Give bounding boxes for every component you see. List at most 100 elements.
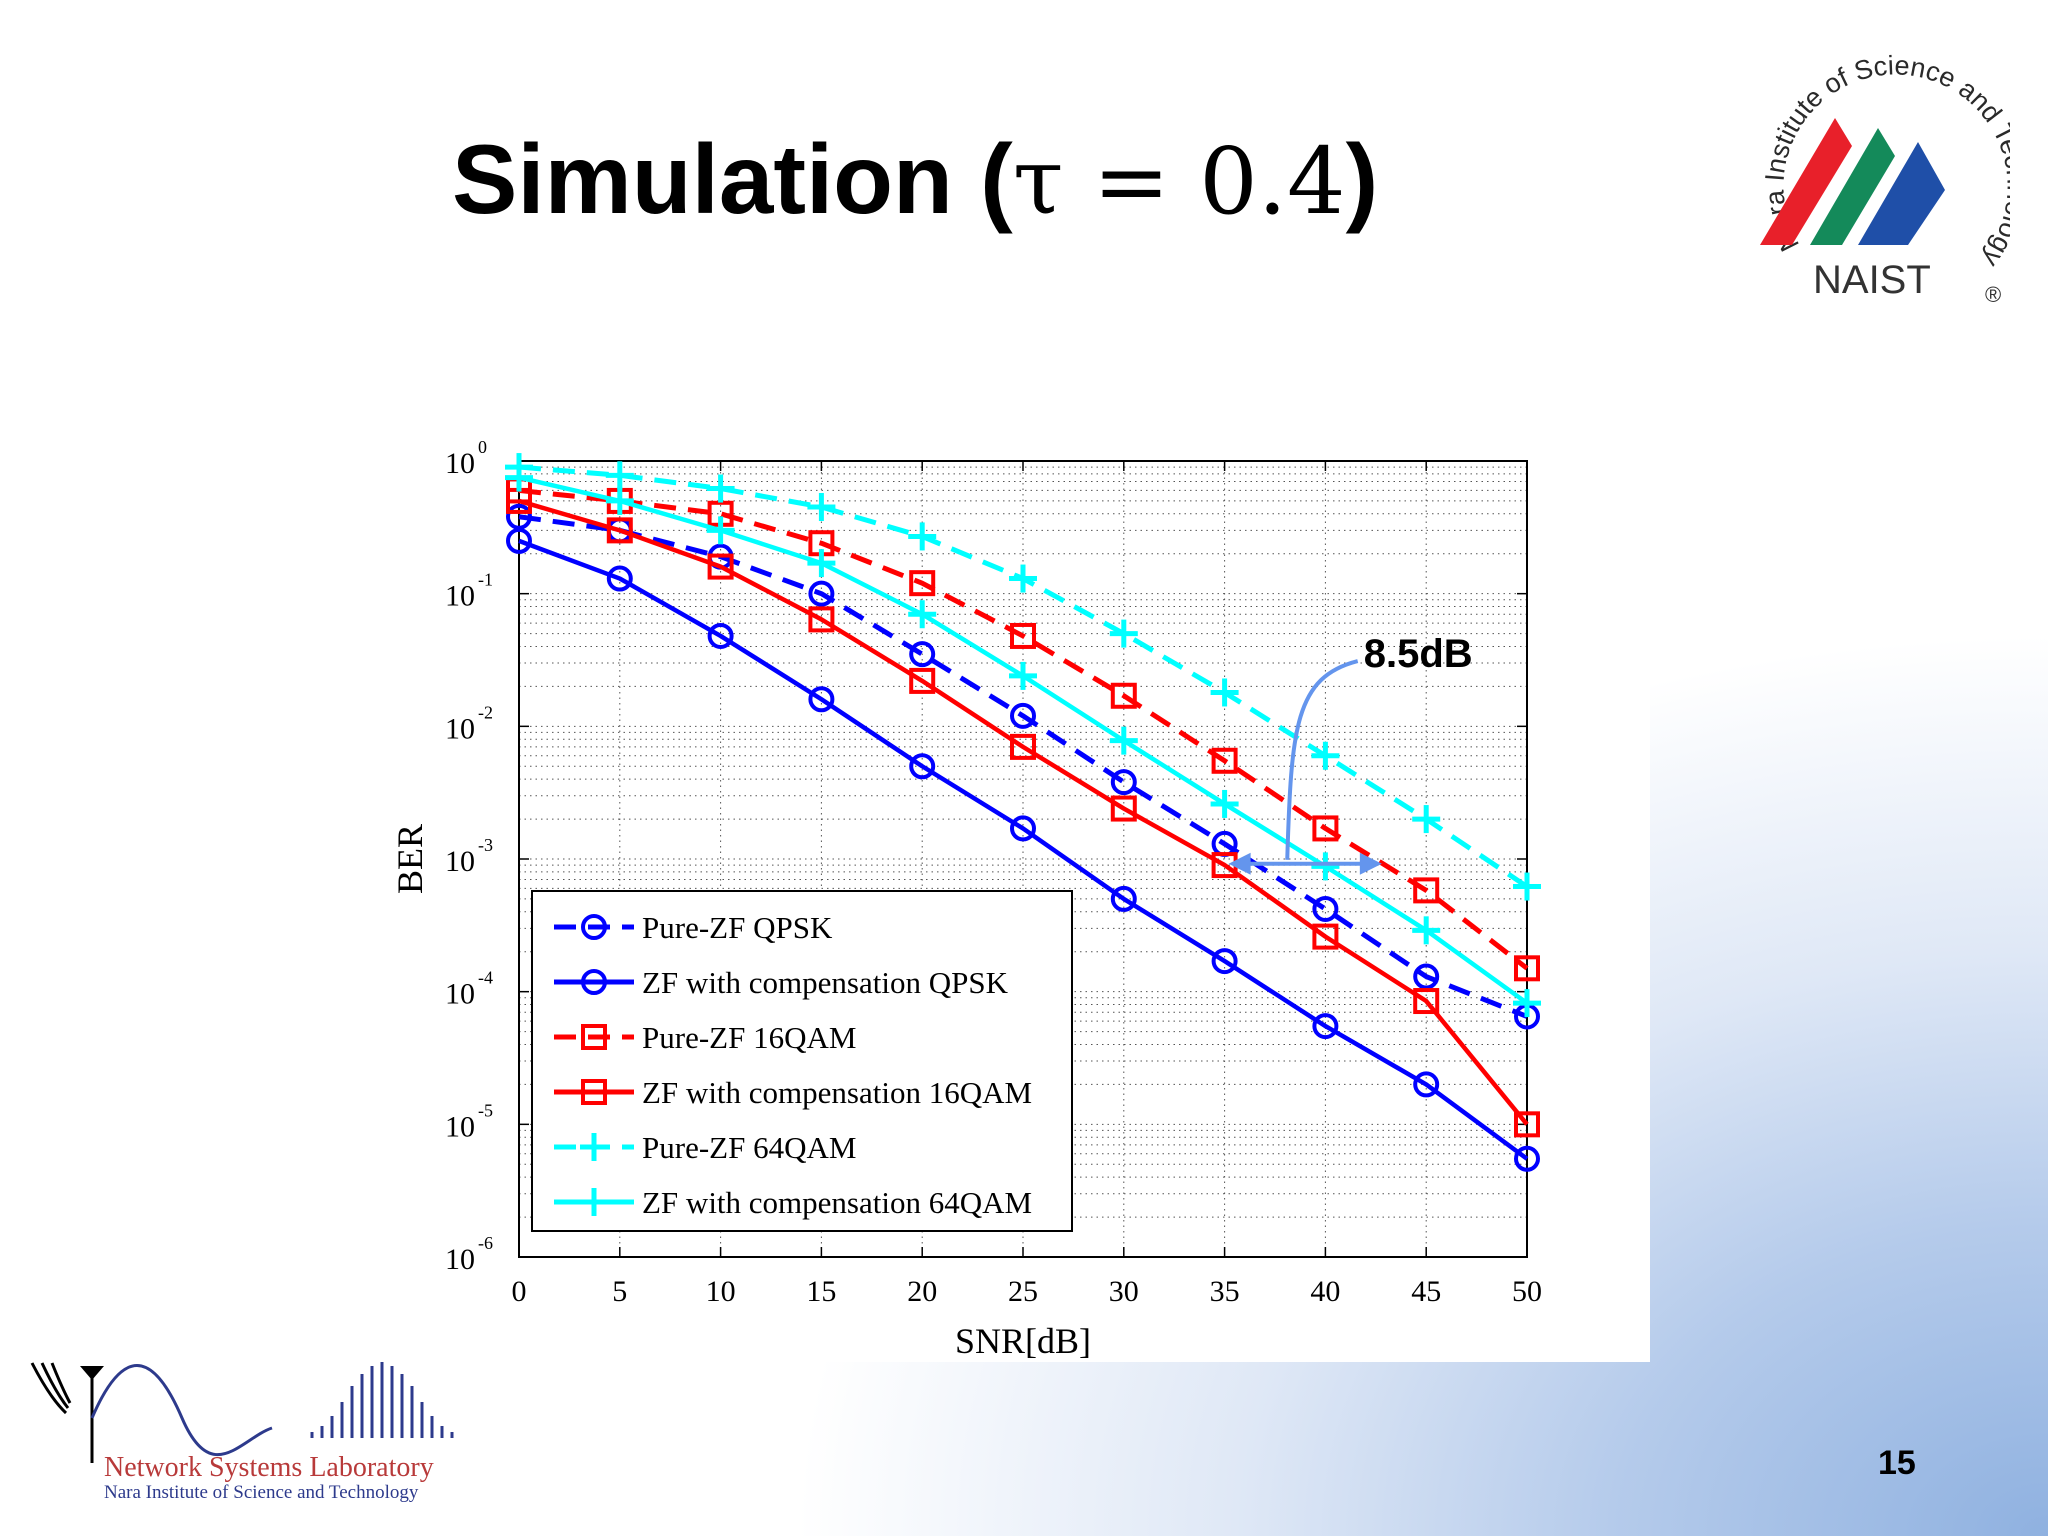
x-tick-label: 15 <box>806 1275 836 1308</box>
nsl-logo <box>30 1362 454 1463</box>
data-point <box>1110 682 1137 709</box>
legend-entry: Pure-ZF 16QAM <box>554 1020 856 1055</box>
data-point <box>706 474 735 503</box>
series-2 <box>506 527 1540 1172</box>
legend-marker <box>581 914 607 940</box>
legend-label: Pure-ZF QPSK <box>642 910 833 945</box>
naist-registered-mark: ® <box>1985 282 2001 307</box>
x-tick-label: 50 <box>1512 1275 1542 1308</box>
data-point <box>807 493 836 522</box>
data-point <box>1010 815 1036 842</box>
data-point <box>807 549 836 578</box>
x-tick-label: 25 <box>1008 1275 1038 1308</box>
data-point <box>506 527 532 554</box>
naist-blue-peak <box>1858 142 1945 245</box>
y-tick-label-base: 10 <box>445 580 475 613</box>
legend: Pure-ZF QPSK ZF with compensation QPSK Pur… <box>531 890 1073 1232</box>
legend-entry: Pure-ZF QPSK <box>554 910 833 945</box>
data-point <box>909 570 936 597</box>
data-point <box>908 600 937 629</box>
x-tick-label: 0 <box>512 1275 527 1308</box>
y-tick-label-base: 10 <box>445 1243 475 1276</box>
x-tick-label: 45 <box>1411 1275 1441 1308</box>
legend-label: ZF with compensation QPSK <box>642 965 1009 1000</box>
legend-box <box>531 890 1073 1232</box>
naist-red-peak <box>1760 118 1852 245</box>
data-point <box>909 667 936 694</box>
data-point <box>808 686 835 713</box>
naist-logo: Nara Institute of Science and Technology… <box>1759 50 2010 307</box>
lab-institute: Nara Institute of Science and Technology <box>104 1482 419 1503</box>
legend-marker <box>580 1188 608 1216</box>
legend-marker <box>580 1133 608 1161</box>
data-point <box>505 463 533 492</box>
y-tick-label-base: 10 <box>445 712 475 745</box>
data-point <box>1413 988 1440 1015</box>
y-tick-label-base: 10 <box>445 978 475 1011</box>
y-tick-label-exponent: -1 <box>478 570 493 590</box>
data-point <box>808 606 835 633</box>
annotation-leader <box>1285 659 1359 860</box>
title-text: Simulation ( <box>452 124 1013 234</box>
legend-entry: ZF with compensation QPSK <box>554 965 1009 1000</box>
data-point <box>706 516 735 545</box>
data-point <box>1110 795 1137 822</box>
y-tick-label-exponent: -4 <box>478 968 493 988</box>
naist-name: NAIST <box>1813 258 1931 302</box>
x-tick-label: 40 <box>1310 1275 1340 1308</box>
data-point <box>1010 733 1036 760</box>
antenna-tip-icon <box>80 1366 104 1380</box>
x-tick-label: 35 <box>1210 1275 1240 1308</box>
data-point <box>1211 948 1238 975</box>
data-point <box>908 522 937 551</box>
series-line <box>518 514 1528 1019</box>
annotation-arrow <box>1228 852 1382 875</box>
naist-green-peak <box>1810 128 1895 245</box>
data-point <box>1412 916 1441 945</box>
data-point <box>1210 678 1239 707</box>
series-line <box>518 487 1529 971</box>
slide-title: Simulation (τ = 0.4) <box>452 130 1378 228</box>
legend-entry: Pure-ZF 64QAM <box>554 1130 856 1165</box>
data-point <box>1413 1071 1440 1098</box>
legend-marker <box>581 1079 607 1105</box>
data-point <box>1110 769 1137 796</box>
y-tick-label-base: 10 <box>445 447 475 480</box>
data-point <box>1312 1013 1339 1040</box>
series-line <box>518 538 1529 1161</box>
y-tick-label-exponent: -6 <box>478 1233 493 1253</box>
y-axis-label: BER <box>390 824 430 894</box>
y-tick-label-exponent: -3 <box>478 835 493 855</box>
legend-label: ZF with compensation 16QAM <box>642 1075 1032 1110</box>
antenna-icon <box>30 1362 94 1463</box>
data-point <box>1009 661 1037 690</box>
data-point <box>1010 622 1036 649</box>
data-point <box>1312 815 1339 842</box>
wave-icon <box>90 1364 273 1457</box>
title-close: ) <box>1345 124 1379 234</box>
data-point <box>808 580 835 607</box>
y-tick-label-exponent: 0 <box>478 437 487 457</box>
y-tick-label-exponent: -5 <box>478 1100 493 1120</box>
legend-marker <box>581 969 607 995</box>
data-point <box>1311 852 1340 881</box>
page-number: 15 <box>1878 1444 1916 1482</box>
legend-label: Pure-ZF 64QAM <box>642 1130 856 1165</box>
annotation-label: 8.5dB <box>1364 632 1473 676</box>
x-tick-label: 5 <box>612 1275 627 1308</box>
legend-entry: ZF with compensation 16QAM <box>554 1075 1032 1110</box>
data-point <box>1211 747 1238 774</box>
data-point <box>605 461 634 490</box>
lab-name: Network Systems Laboratory <box>104 1452 434 1483</box>
data-point <box>909 753 936 780</box>
data-point <box>1110 885 1137 912</box>
data-point <box>1312 923 1339 950</box>
data-point <box>606 565 633 592</box>
data-point <box>1513 872 1541 901</box>
data-point <box>707 553 734 580</box>
data-point <box>1311 741 1340 770</box>
data-point <box>605 486 634 515</box>
data-point <box>1009 564 1037 593</box>
series-3 <box>506 477 1540 982</box>
